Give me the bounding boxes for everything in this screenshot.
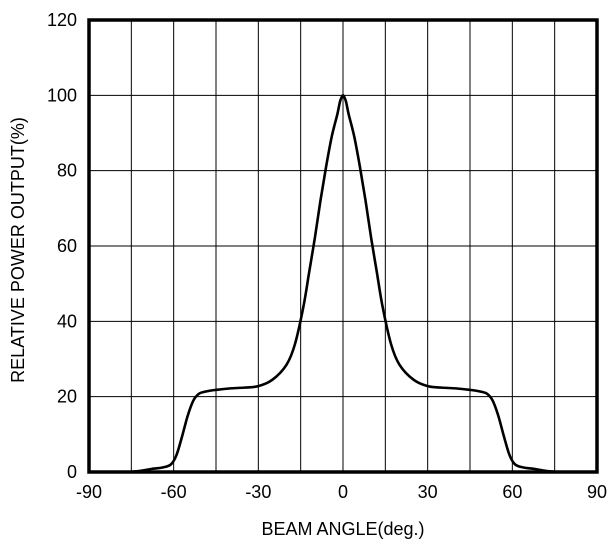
y-tick-label: 120 (47, 10, 77, 30)
x-axis-title: BEAM ANGLE(deg.) (261, 519, 424, 539)
x-tick-label: 60 (502, 482, 522, 502)
y-tick-label: 60 (57, 236, 77, 256)
x-tick-label: 90 (587, 482, 607, 502)
y-tick-label: 20 (57, 387, 77, 407)
grid (89, 20, 597, 472)
y-tick-label: 80 (57, 161, 77, 181)
x-tick-label: 0 (338, 482, 348, 502)
x-tick-label: -30 (245, 482, 271, 502)
y-tick-label: 40 (57, 311, 77, 331)
power-curve-line (127, 94, 559, 474)
x-tick-label: -60 (161, 482, 187, 502)
y-axis-title: RELATIVE POWER OUTPUT(%) (8, 117, 28, 383)
x-tick-label: -90 (76, 482, 102, 502)
x-tick-label: 30 (418, 482, 438, 502)
y-tick-label: 100 (47, 85, 77, 105)
tick-labels: 0 20 40 60 80 100 120 -90 -60 -30 0 30 60 90 (47, 10, 607, 502)
y-tick-label: 0 (67, 462, 77, 482)
plot-frame (87, 18, 599, 474)
